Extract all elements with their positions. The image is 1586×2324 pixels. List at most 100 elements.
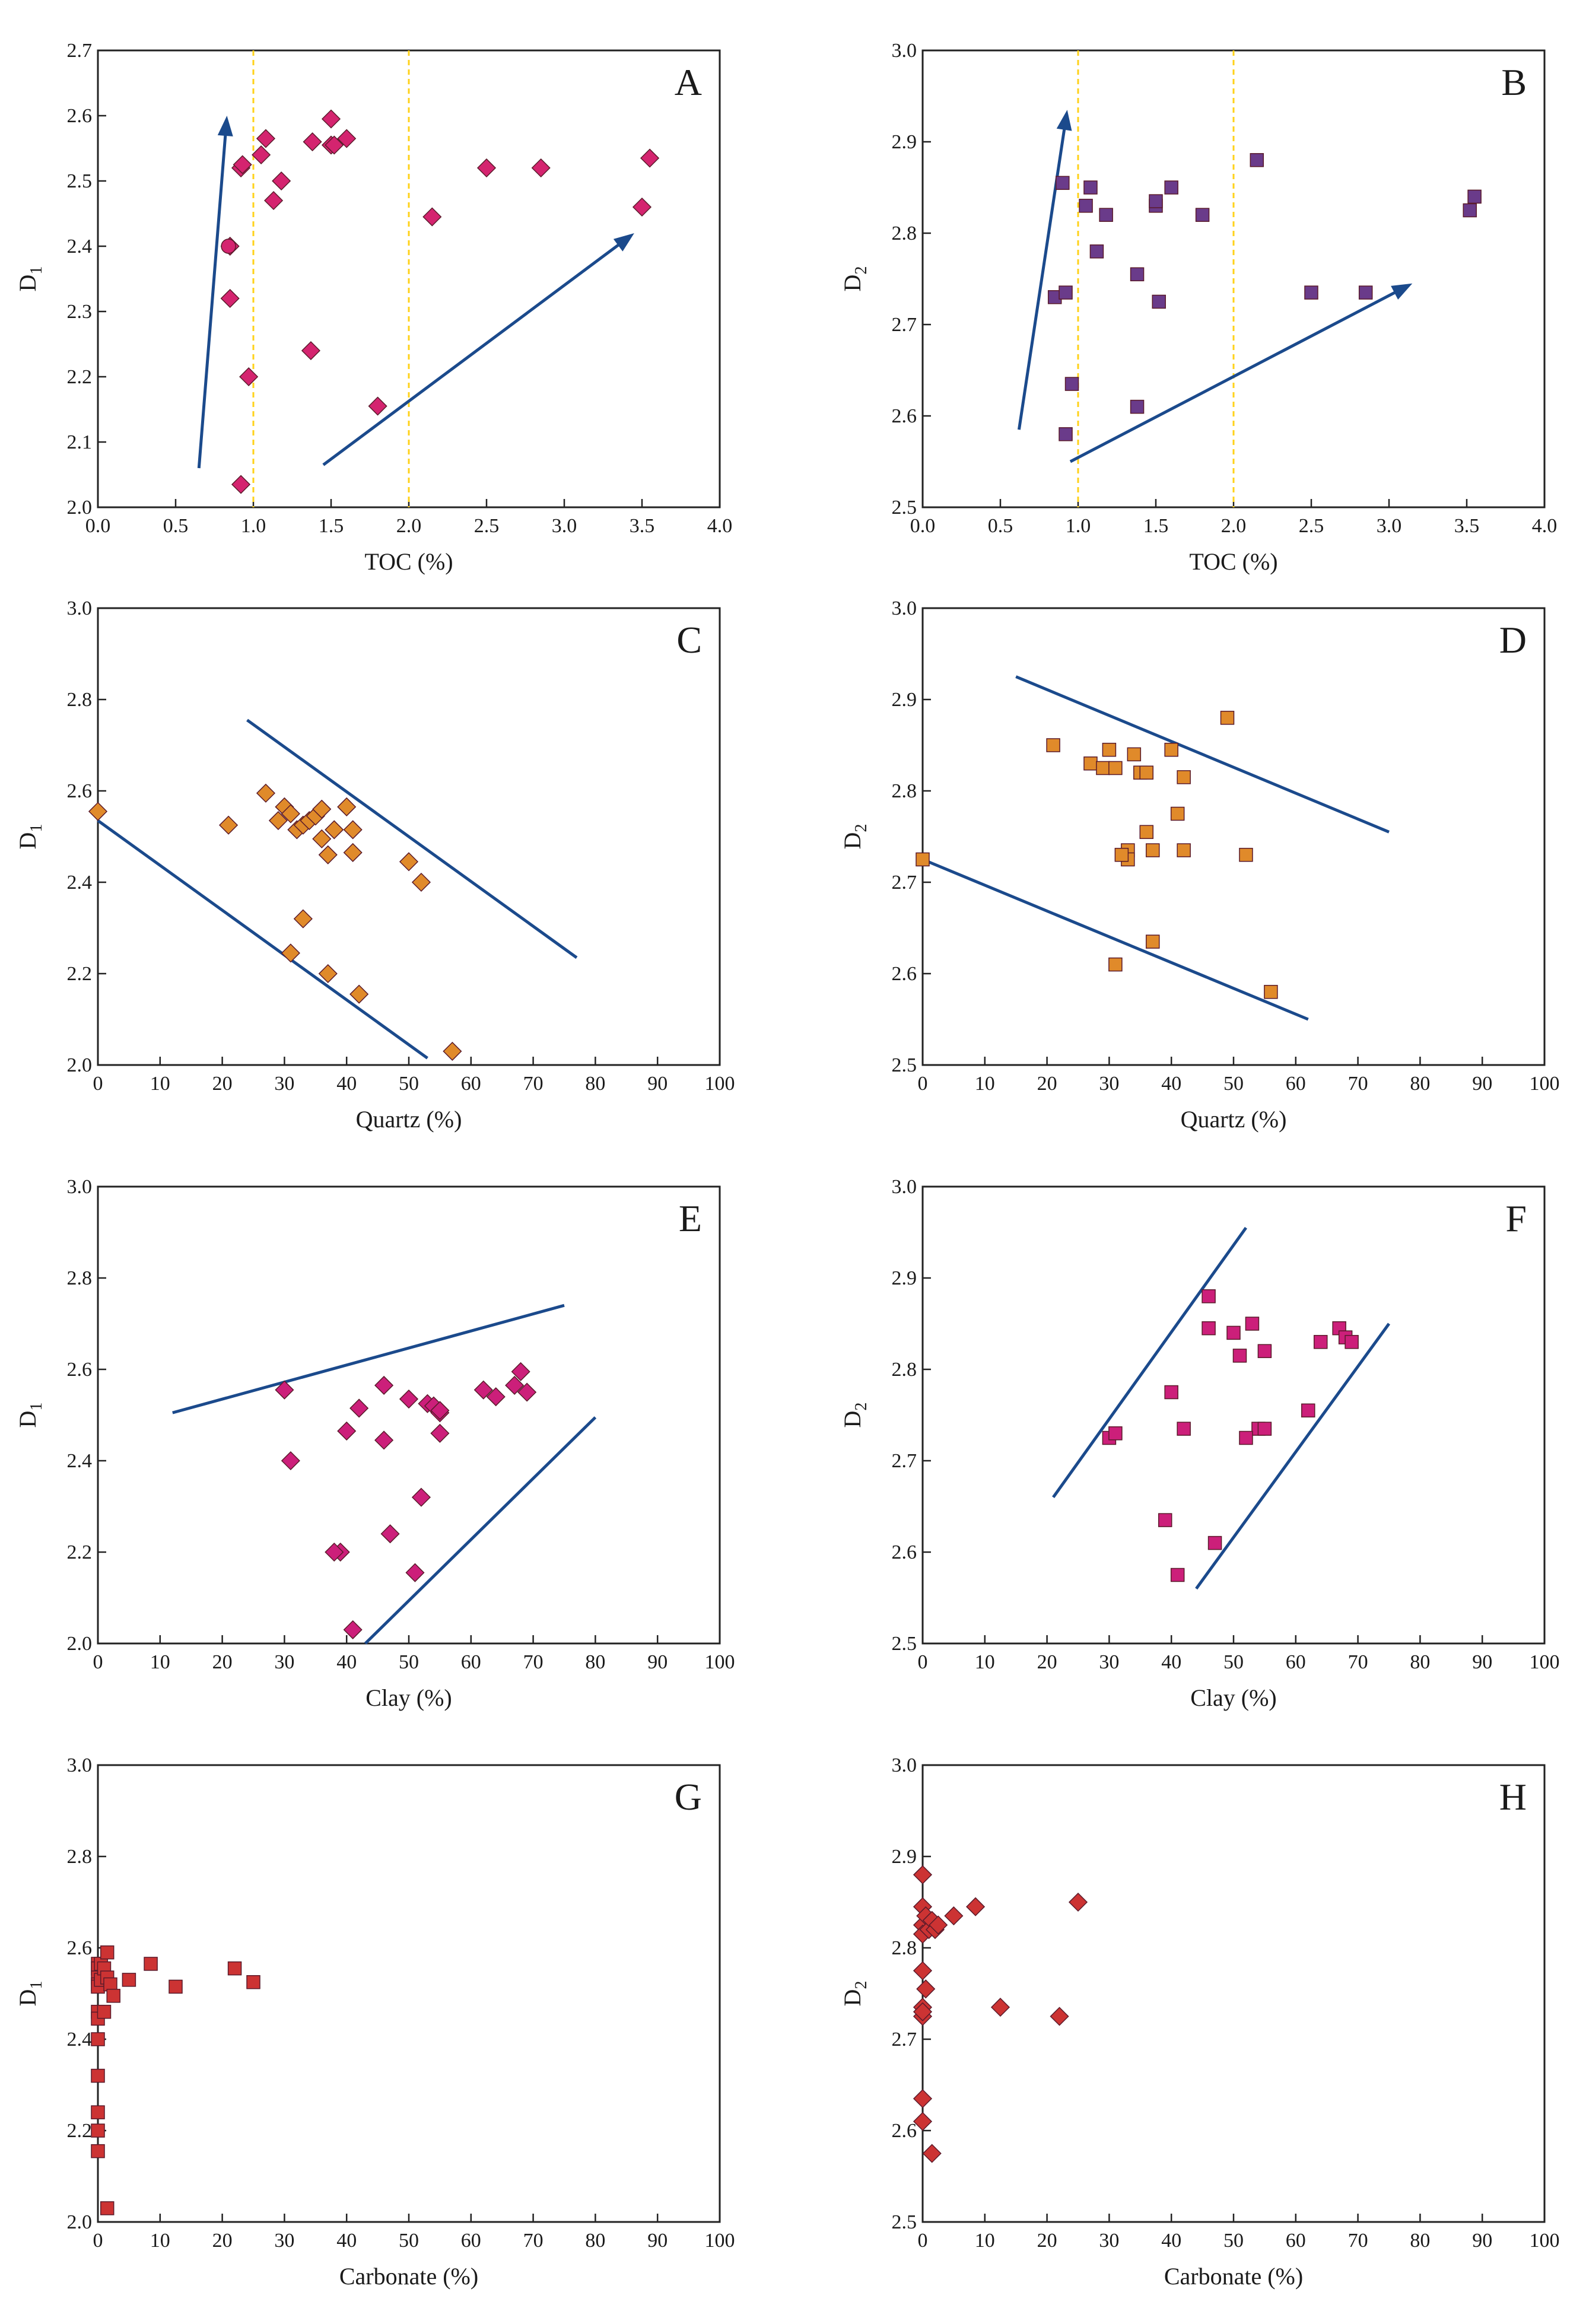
data-point [1079, 199, 1093, 213]
panel-h: 0 10 20 30 40 50 60 70 80 90 100 2.5 2.6 2.7 2.8 2.9 3.0… [839, 1754, 1560, 2290]
y-axis-label-subscript: 2 [852, 1403, 870, 1411]
data-point [337, 1421, 357, 1441]
y-tick-label: 2.6 [892, 2120, 917, 2142]
x-tick-label: 4.0 [707, 515, 733, 537]
y-tick-label: 2.7 [892, 872, 917, 894]
x-tick-label: 30 [1099, 2230, 1119, 2252]
x-tick-label: 70 [1348, 1651, 1368, 1673]
y-axis-label-subscript: 1 [27, 824, 46, 832]
data-point [913, 2112, 933, 2131]
data-point [325, 135, 344, 155]
x-tick-label: 80 [1410, 2230, 1430, 2252]
data-point [312, 799, 332, 819]
y-tick-label: 2.5 [67, 170, 93, 192]
data-point [281, 1451, 300, 1471]
y-tick-label: 3.0 [892, 40, 917, 62]
data-point [1345, 1335, 1359, 1349]
x-axis-label: Carbonate (%) [339, 2263, 478, 2290]
panel-label: G [675, 1776, 702, 1818]
x-tick-label: 80 [1410, 1651, 1430, 1673]
x-tick-label: 0.5 [988, 515, 1013, 537]
panel-d: 0 10 20 30 40 50 60 70 80 90 100 2.5 2.6 2.7 2.8 2.9 3.0… [839, 597, 1560, 1133]
x-tick-label: 70 [523, 1073, 544, 1095]
y-axis-label-subscript: 1 [27, 1403, 46, 1411]
data-point [1301, 1403, 1315, 1418]
x-tick-label: 0 [918, 2230, 928, 2252]
data-point [100, 2201, 115, 2215]
y-tick-label: 2.4 [67, 1450, 93, 1472]
panel-label: F [1505, 1197, 1527, 1239]
data-point [1130, 267, 1145, 282]
y-tick-label: 3.0 [892, 597, 917, 619]
data-point [1250, 153, 1264, 167]
y-tick-label: 2.6 [892, 963, 917, 985]
data-point [1108, 957, 1123, 972]
data-point [1170, 1568, 1185, 1582]
data-point [337, 129, 357, 148]
y-tick-label: 2.4 [67, 236, 93, 257]
y-tick-label: 2.6 [67, 1937, 93, 1959]
data-point [1099, 208, 1113, 222]
data-point [944, 1906, 964, 1926]
x-axis-label: Clay (%) [1190, 1684, 1277, 1711]
x-tick-label: 10 [150, 2230, 170, 2252]
data-point [1149, 194, 1163, 208]
data-point [1257, 1344, 1272, 1358]
panel-e: 0 10 20 30 40 50 60 70 80 90 100 2.0 2.2 2.4 2.6 2.8 3.0… [14, 1176, 735, 1711]
data-point [473, 1380, 493, 1400]
data-point [343, 843, 363, 863]
data-point [227, 1961, 242, 1976]
data-point [1146, 934, 1160, 949]
data-point [91, 2144, 105, 2158]
data-point [1102, 742, 1117, 757]
data-point [1114, 848, 1129, 862]
data-point [1139, 765, 1154, 780]
data-point [97, 2005, 112, 2019]
data-point [303, 132, 322, 152]
x-tick-label: 80 [585, 1651, 605, 1673]
data-point [1050, 2007, 1069, 2026]
x-axis-label: Quartz (%) [356, 1106, 462, 1133]
y-tick-label: 3.0 [892, 1176, 917, 1198]
data-point [430, 1401, 450, 1420]
data-point [337, 797, 357, 817]
y-tick-label: 3.0 [67, 597, 93, 619]
data-point [517, 1382, 537, 1402]
panel-f: 0 10 20 30 40 50 60 70 80 90 100 2.5 2.6 2.7 2.8 2.9 3.0… [839, 1176, 1560, 1711]
y-tick-label: 2.6 [892, 1541, 917, 1563]
y-tick-label: 2.8 [67, 1846, 93, 1868]
y-axis-label: D2 [839, 1403, 870, 1428]
x-tick-label: 90 [1472, 1651, 1492, 1673]
x-tick-label: 90 [647, 1651, 668, 1673]
y-tick-label: 2.3 [67, 301, 93, 323]
data-point [1056, 176, 1070, 190]
plot-frame [97, 1764, 721, 2223]
y-tick-label: 2.6 [67, 780, 93, 802]
y-tick-label: 3.0 [67, 1754, 93, 1776]
data-point [169, 1979, 183, 1994]
data-point [281, 804, 300, 824]
x-tick-label: 3.0 [552, 515, 577, 537]
y-axis-label: D1 [14, 824, 46, 850]
x-tick-label: 90 [1472, 1073, 1492, 1095]
trend-arrowhead [1391, 283, 1413, 300]
data-point [318, 845, 338, 864]
data-point [913, 1865, 933, 1884]
data-point [268, 810, 288, 831]
x-tick-label: 40 [336, 1073, 357, 1095]
data-point [1202, 1289, 1216, 1304]
y-tick-label: 2.8 [892, 222, 917, 244]
y-tick-label: 2.7 [67, 40, 93, 62]
x-tick-label: 40 [1161, 2230, 1181, 2252]
data-point [349, 984, 369, 1004]
data-point [91, 2105, 105, 2119]
plot-frame [921, 1185, 1546, 1645]
data-point [1164, 1385, 1178, 1400]
x-tick-label: 80 [585, 2230, 605, 2252]
y-axis-label: D1 [14, 266, 46, 292]
x-tick-label: 70 [523, 1651, 544, 1673]
x-tick-label: 4.0 [1532, 515, 1558, 537]
y-tick-label: 2.0 [67, 1633, 93, 1655]
data-point [913, 1961, 933, 1980]
y-tick-label: 2.0 [67, 497, 93, 519]
